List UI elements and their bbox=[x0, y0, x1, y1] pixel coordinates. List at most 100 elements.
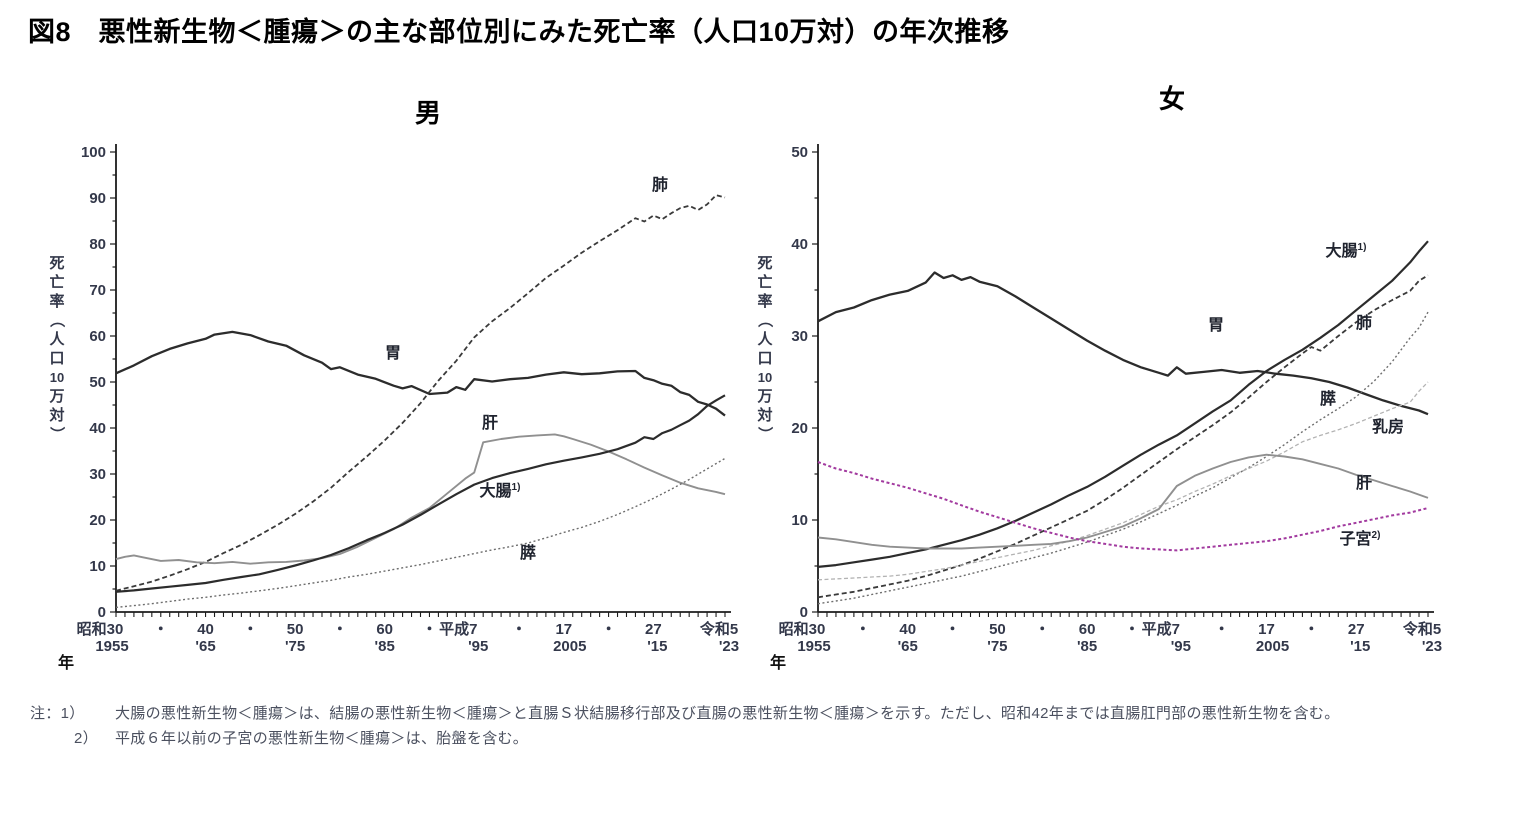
y-tick-label: 0 bbox=[800, 604, 808, 621]
y-axis-title-char: 率 bbox=[49, 292, 64, 310]
x-tick-label-western: '95 bbox=[468, 638, 488, 655]
x-tick-label: 令和5 bbox=[700, 620, 738, 638]
line-female-colon bbox=[817, 240, 1429, 568]
x-tick-label-western: '95 bbox=[1171, 638, 1191, 655]
line-male-stomach bbox=[115, 330, 726, 417]
y-axis-title-char: 10 bbox=[50, 370, 64, 385]
y-axis-title-char: 10 bbox=[758, 370, 772, 385]
y-tick-label: 100 bbox=[81, 144, 106, 161]
x-tick-label: ・ bbox=[153, 621, 168, 638]
x-tick-label: ・ bbox=[855, 621, 870, 638]
y-axis-title-char: ） bbox=[48, 426, 66, 441]
chart-subtitle-female: 女 bbox=[1159, 84, 1185, 114]
x-tick-label-western: '85 bbox=[1077, 638, 1097, 655]
note-1-label: 注：1） bbox=[30, 705, 85, 722]
y-tick-label: 50 bbox=[791, 144, 808, 161]
x-tick-label: 40 bbox=[899, 621, 916, 638]
x-tick-label-western: '75 bbox=[987, 638, 1007, 655]
line-female-uterus bbox=[817, 461, 1429, 552]
y-axis-title-char: 口 bbox=[757, 350, 772, 367]
x-tick-label: 50 bbox=[989, 621, 1006, 638]
y-axis-title-char: 人 bbox=[49, 331, 65, 348]
y-axis-title-char: 対 bbox=[756, 406, 772, 424]
y-tick-label: 10 bbox=[89, 558, 106, 575]
y-axis-title-char: 万 bbox=[48, 388, 64, 405]
y-axis-title-char: （ bbox=[756, 312, 774, 327]
x-tick-label: 27 bbox=[645, 621, 662, 638]
y-tick-label: 0 bbox=[98, 604, 106, 621]
label-female-uterus: 子宮2) bbox=[1340, 529, 1381, 548]
label-female-stomach: 胃 bbox=[1208, 316, 1224, 334]
line-female-stomach bbox=[817, 271, 1429, 416]
line-female-lung bbox=[817, 274, 1429, 599]
y-axis-title-char: 対 bbox=[48, 406, 64, 424]
y-tick-label: 70 bbox=[89, 282, 106, 299]
line-female-liver bbox=[817, 453, 1429, 550]
y-axis-title-char: 死 bbox=[49, 255, 64, 272]
x-tick-label: 60 bbox=[1079, 621, 1096, 638]
y-axis-title-char: 人 bbox=[757, 331, 773, 348]
x-tick-label-western: '15 bbox=[647, 638, 667, 655]
x-tick-label: ・ bbox=[945, 621, 960, 638]
label-female-pancreas: 膵 bbox=[1320, 390, 1336, 408]
label-male-pancreas: 膵 bbox=[520, 544, 536, 562]
label-male-stomach: 胃 bbox=[385, 344, 401, 362]
figure-title: 図8 悪性新生物＜腫瘍＞の主な部位別にみた死亡率（人口10万対）の年次推移 bbox=[28, 17, 1010, 47]
x-tick-label: ・ bbox=[1035, 621, 1050, 638]
x-tick-label: 平成7 bbox=[1142, 620, 1180, 638]
x-tick-label: 平成7 bbox=[439, 620, 477, 638]
y-tick-label: 20 bbox=[791, 420, 808, 437]
y-tick-label: 80 bbox=[89, 236, 106, 253]
label-female-colon: 大腸1) bbox=[1326, 241, 1367, 260]
x-tick-label-western: '65 bbox=[195, 638, 215, 655]
label-male-lung: 肺 bbox=[652, 175, 668, 194]
x-tick-label-western: 2005 bbox=[1256, 638, 1289, 655]
x-tick-label: ・ bbox=[243, 621, 258, 638]
x-tick-label-western: '85 bbox=[375, 638, 395, 655]
x-tick-label: 27 bbox=[1348, 621, 1365, 638]
y-tick-label: 30 bbox=[89, 466, 106, 483]
note-2-text: 平成６年以前の子宮の悪性新生物＜腫瘍＞は、胎盤を含む。 bbox=[115, 730, 529, 747]
y-tick-label: 50 bbox=[89, 374, 106, 391]
x-tick-label: ・ bbox=[1214, 621, 1229, 638]
x-tick-label-western: 1955 bbox=[797, 638, 830, 655]
y-tick-label: 40 bbox=[791, 236, 808, 253]
line-female-pancreas bbox=[817, 311, 1429, 605]
x-tick-label-western: '23 bbox=[1422, 638, 1442, 655]
x-tick-label-western: 1955 bbox=[95, 638, 128, 655]
x-tick-label: 17 bbox=[1258, 621, 1275, 638]
y-axis-title-char: 口 bbox=[49, 350, 64, 367]
y-axis-title-char: 万 bbox=[756, 388, 772, 405]
label-female-lung: 肺 bbox=[1356, 313, 1372, 332]
y-tick-label: 40 bbox=[89, 420, 106, 437]
x-axis-title: 年 bbox=[770, 653, 786, 672]
line-male-pancreas bbox=[115, 457, 726, 609]
label-female-breast: 乳房 bbox=[1372, 417, 1404, 436]
x-tick-label-western: '75 bbox=[285, 638, 305, 655]
line-male-liver bbox=[115, 433, 726, 565]
x-tick-label: 17 bbox=[555, 621, 572, 638]
line-female-breast bbox=[817, 381, 1429, 581]
x-tick-label: ・ bbox=[332, 621, 347, 638]
x-tick-label: ・ bbox=[512, 621, 527, 638]
y-tick-label: 30 bbox=[791, 328, 808, 345]
y-tick-label: 10 bbox=[791, 512, 808, 529]
label-male-liver: 肝 bbox=[482, 414, 498, 432]
label-female-liver: 肝 bbox=[1356, 474, 1372, 492]
line-male-colon bbox=[115, 394, 726, 593]
x-tick-label-western: '65 bbox=[898, 638, 918, 655]
y-axis-title-char: 死 bbox=[757, 255, 772, 272]
y-tick-label: 20 bbox=[89, 512, 106, 529]
y-axis-title-char: 亡 bbox=[49, 273, 64, 291]
x-tick-label-western: 2005 bbox=[553, 638, 586, 655]
x-tick-label: ・ bbox=[1304, 621, 1319, 638]
x-tick-label: ・ bbox=[1124, 621, 1139, 638]
y-tick-label: 60 bbox=[89, 328, 106, 345]
x-tick-label: ・ bbox=[601, 621, 616, 638]
y-tick-label: 90 bbox=[89, 190, 106, 207]
x-tick-label: 昭和30 bbox=[779, 621, 826, 638]
